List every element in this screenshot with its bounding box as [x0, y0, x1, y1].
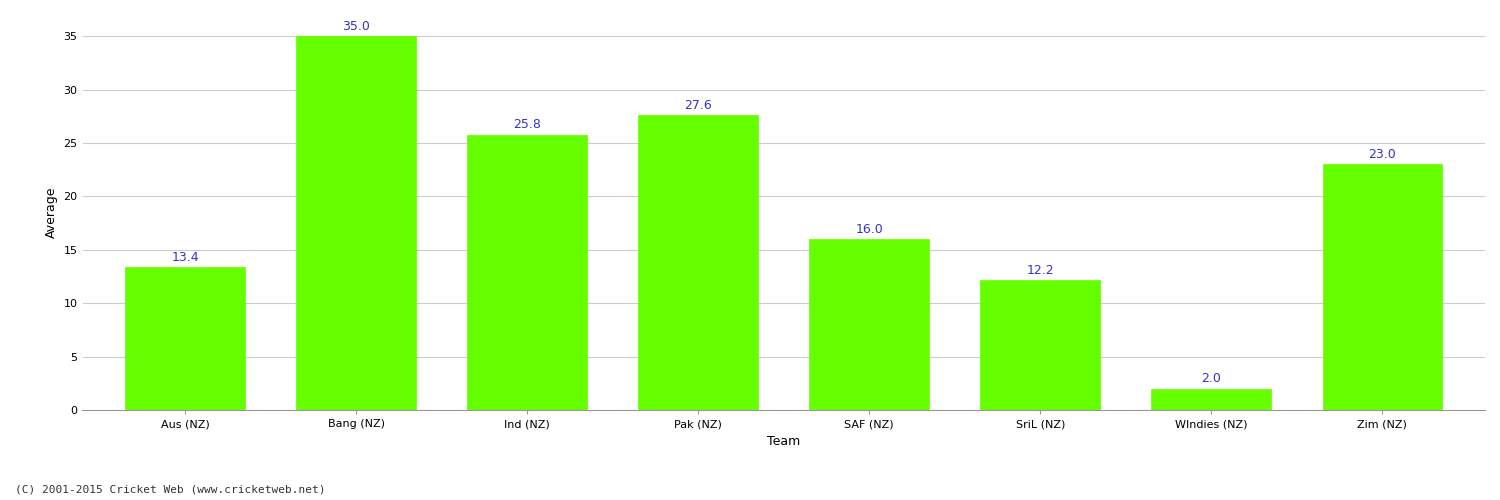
Text: 23.0: 23.0	[1368, 148, 1396, 162]
X-axis label: Team: Team	[766, 434, 801, 448]
Text: (C) 2001-2015 Cricket Web (www.cricketweb.net): (C) 2001-2015 Cricket Web (www.cricketwe…	[15, 485, 326, 495]
Bar	[639, 116, 758, 410]
Text: 2.0: 2.0	[1202, 372, 1221, 386]
Bar	[981, 280, 1100, 410]
Text: 35.0: 35.0	[342, 20, 370, 33]
Text: 12.2: 12.2	[1026, 264, 1054, 276]
Bar	[297, 36, 416, 410]
Bar	[1323, 164, 1442, 410]
Y-axis label: Average: Average	[45, 186, 58, 238]
Text: 16.0: 16.0	[855, 223, 883, 236]
Text: 13.4: 13.4	[171, 250, 200, 264]
Bar	[468, 134, 586, 410]
Text: 25.8: 25.8	[513, 118, 542, 132]
Bar	[126, 267, 244, 410]
Text: 27.6: 27.6	[684, 99, 712, 112]
Bar	[1152, 388, 1270, 410]
Bar	[810, 239, 928, 410]
